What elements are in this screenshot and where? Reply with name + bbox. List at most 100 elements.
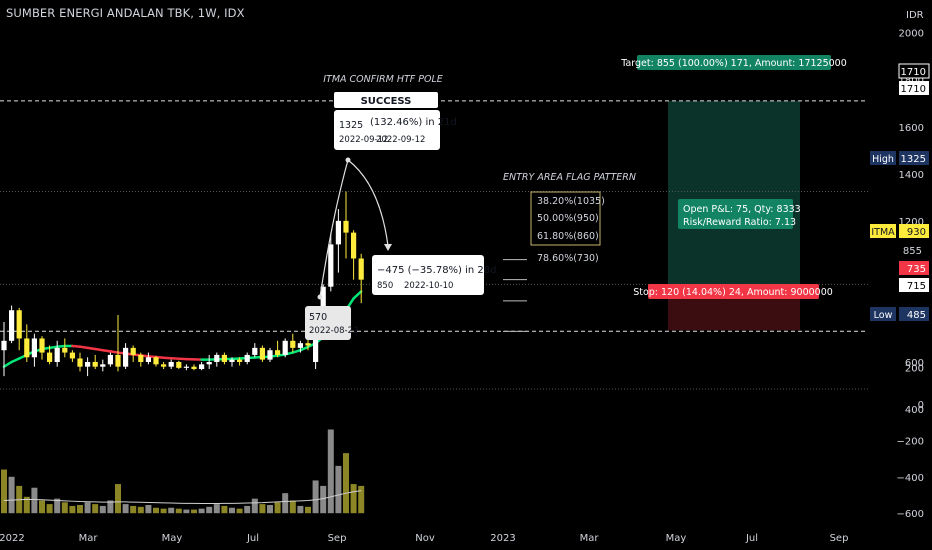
candle-body (290, 340, 296, 348)
time-tick-label: May (666, 533, 687, 544)
itma-line-segment (101, 348, 112, 353)
rise-arc (319, 159, 349, 298)
candle-body (328, 244, 334, 287)
rise-measure-date: 2022-09-12 (339, 135, 388, 145)
volume-bar (312, 480, 319, 514)
marker-855-label: 855 (903, 246, 922, 257)
candle-body (229, 359, 235, 362)
target-badge-text: Target: 855 (100.00%) 171, Amount: 17125… (620, 58, 847, 69)
itma-line-segment (78, 345, 89, 350)
volume-bar (31, 487, 38, 514)
pnl-line-2: Risk/Reward Ratio: 7.13 (683, 217, 796, 228)
stop-value-label-bg (899, 261, 929, 275)
volume-bar (358, 485, 365, 514)
itma-line-segment (291, 348, 302, 354)
candle-body (130, 347, 136, 355)
itma-line-segment (48, 345, 59, 350)
volume-bar (145, 505, 152, 514)
itma-value-label-bg (899, 224, 929, 238)
volume-ma-end-bg (899, 375, 929, 389)
candle-body (206, 361, 212, 365)
volume-bar (39, 500, 45, 514)
candle-body (267, 350, 273, 360)
price-tick-label: 1600 (899, 123, 924, 134)
volume-bar (183, 509, 190, 514)
target-badge (637, 55, 831, 70)
itma-line-segment (93, 347, 105, 352)
fib-box (530, 191, 601, 246)
time-tick-label: Mar (79, 533, 99, 544)
low-value-label: 485 (907, 310, 926, 321)
success-badge (334, 92, 438, 108)
price-tick-label: 400 (905, 405, 924, 416)
target-value-label-2: 1710 (901, 84, 926, 95)
start-date: 2022-08-22 (309, 326, 358, 336)
candle-body (77, 358, 83, 367)
candle-body (115, 354, 121, 367)
fib-label: 78.60%(730) (537, 253, 599, 264)
volume-bar (343, 453, 349, 514)
volume-bar (84, 502, 91, 514)
itma-line-segment (71, 344, 82, 348)
volume-bar (115, 484, 121, 514)
volume-bar (168, 507, 175, 514)
volume-bar (46, 504, 53, 514)
itma-line-segment (109, 350, 120, 354)
candle-body (199, 364, 205, 370)
stop-badge-text: Stop: 120 (14.04%) 24, Amount: 9000000 (633, 287, 833, 298)
candle-body (31, 338, 37, 358)
fall-measure-price: 850 (377, 281, 393, 291)
time-tick-label: Jul (246, 533, 259, 544)
volume-bar (1, 469, 7, 514)
volume-tick-label: −400 (897, 473, 924, 484)
time-tick-label: 2023 (490, 533, 515, 544)
itma-line-segment (147, 355, 158, 359)
volume-bar (198, 508, 205, 514)
candle-body (305, 343, 311, 346)
volume-bar (92, 504, 99, 514)
target-value-label-bg (898, 63, 930, 79)
time-tick-label: Sep (328, 533, 347, 544)
fall-measure-change: −475 (−35.78%) in 28d (377, 265, 497, 276)
volume-bar (23, 496, 30, 514)
candle-body (107, 354, 113, 365)
volume-bar (297, 505, 304, 514)
fib-label: 61.80%(860) (537, 231, 599, 242)
candle-body (92, 361, 98, 367)
rise-measure-date-2: 2022-09-12 (376, 135, 425, 145)
volume-bar (267, 505, 273, 514)
candle-body (16, 310, 22, 339)
itma-value-label: 930 (907, 227, 926, 238)
entry-area-title: ENTRY AREA FLAG PATTERN (503, 172, 636, 183)
target-value-label-2-bg (899, 81, 929, 95)
marker-715-label: 715 (907, 281, 926, 292)
candle-body (358, 258, 364, 280)
candle-body (153, 357, 159, 365)
candle-body (183, 366, 189, 368)
fall-arc (347, 159, 389, 247)
pole-top-dot (345, 157, 351, 163)
candle-body (282, 340, 288, 355)
time-tick-label: Nov (415, 533, 435, 544)
candle-body (24, 338, 30, 358)
volume-tick-label: 0 (918, 400, 924, 411)
candle-body (259, 347, 265, 360)
candle-body (168, 361, 174, 367)
itma-line-segment (10, 357, 21, 364)
candle-body (214, 354, 220, 362)
candle-body (47, 352, 53, 362)
volume-bar (122, 504, 129, 514)
volume-bar (327, 429, 334, 514)
time-tick-label: 2022 (0, 533, 25, 544)
price-tick-label: 1400 (899, 170, 924, 181)
candle-body (100, 364, 106, 367)
volume-bar (54, 498, 61, 514)
candle-body (54, 347, 60, 362)
candle-body (85, 361, 91, 367)
pnl-line-1: Open P&L: 75, Qty: 8333 (683, 204, 801, 215)
volume-bar (274, 502, 281, 514)
fib-label: 50.00%(950) (537, 213, 599, 224)
candle-body (343, 220, 349, 233)
candle-body (237, 359, 243, 362)
